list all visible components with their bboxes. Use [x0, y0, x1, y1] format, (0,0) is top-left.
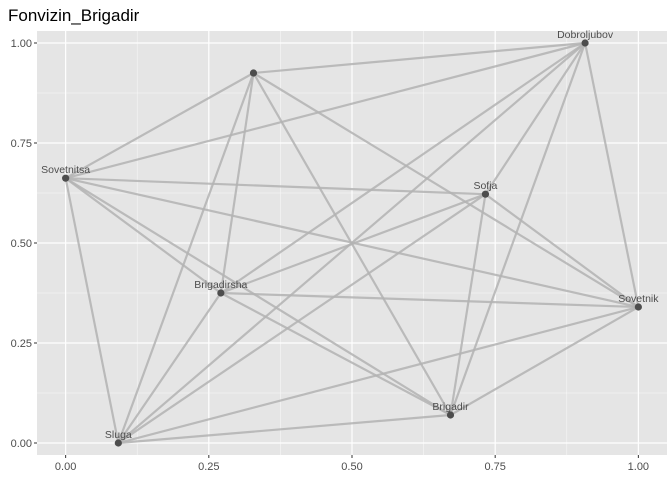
edge-dobroljubov-brigadirsha [219, 41, 587, 295]
node-brigadir [446, 411, 455, 419]
x-tick-label: 1.00 [628, 461, 649, 473]
x-tick-label: 0.75 [484, 461, 505, 473]
y-axis: 0.00 0.25 0.50 0.75 1.00 [11, 38, 37, 450]
node-label-brigadir: Brigadir [432, 401, 469, 413]
edge-sovetnitsa-sluga [64, 177, 120, 445]
edge-sluga-sovetnik [117, 305, 640, 445]
node-sovetnik [634, 303, 642, 311]
edge-top-brigadirsha [219, 71, 255, 295]
node-label-sovetnik: Sovetnik [618, 293, 659, 305]
edge-brigadirsha-sluga [117, 291, 222, 445]
y-tick-label: 0.50 [11, 238, 32, 250]
x-tick-label: 0.25 [198, 461, 219, 473]
edges [64, 41, 640, 445]
node-labels: Dobroljubov Sovetnitsa Sofja Brigadirsha Sov… [41, 29, 659, 441]
edge-sofja-sluga [117, 193, 487, 445]
chart-title: Fonvizin_Brigadir [8, 6, 140, 25]
edge-brigadirsha-brigadir [219, 291, 452, 417]
edge-sovetnitsa-brigadirsha [64, 177, 222, 295]
edge-dobroljubov-sovetnik [583, 41, 640, 309]
node-sluga [114, 439, 122, 447]
node-label-sofja: Sofja [473, 180, 497, 192]
edge-sovetnitsa-brigadir [64, 177, 452, 417]
edge-sovetnitsa-dobroljubov [64, 41, 587, 180]
edge-sofja-brigadirsha [219, 193, 487, 295]
y-tick-label: 0.25 [11, 338, 32, 350]
edge-sofja-brigadir [449, 193, 487, 417]
edge-brigadirsha-sovetnik [219, 291, 640, 309]
edge-dobroljubov-brigadir [449, 41, 587, 417]
node-label-dobroljubov: Dobroljubov [557, 29, 614, 41]
edge-top-dobroljubov [252, 41, 587, 75]
node-sovetnitsa [62, 174, 70, 182]
node-label-sovetnitsa: Sovetnitsa [41, 164, 90, 176]
x-tick-label: 0.00 [55, 461, 76, 473]
y-tick-label: 1.00 [11, 38, 32, 50]
edge-sovetnitsa-sofja [64, 177, 487, 196]
node-sofja [481, 190, 490, 198]
y-tick-label: 0.75 [11, 138, 32, 150]
edge-top-sovetnitsa [64, 71, 255, 180]
y-tick-label: 0.00 [11, 438, 32, 450]
node-label-sluga: Sluga [105, 429, 132, 441]
nodes [62, 39, 642, 447]
x-axis: 0.00 0.25 0.50 0.75 1.00 [55, 455, 649, 473]
edge-dobroljubov-sofja [484, 41, 587, 196]
node-brigadirsha [217, 289, 225, 297]
node-top [249, 69, 258, 77]
edge-sluga-brigadir [117, 413, 452, 445]
node-dobroljubov [581, 39, 589, 47]
edge-sofja-sovetnik [484, 193, 640, 309]
node-label-brigadirsha: Brigadirsha [194, 279, 247, 291]
x-tick-label: 0.50 [341, 461, 362, 473]
edge-brigadir-sovetnik [449, 305, 640, 417]
